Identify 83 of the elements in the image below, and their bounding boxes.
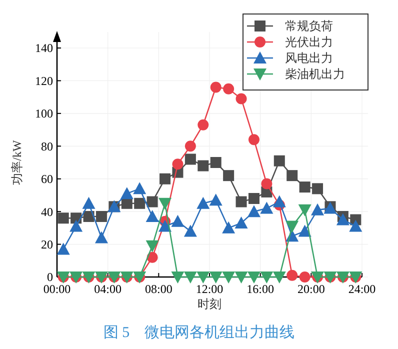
point xyxy=(184,272,197,284)
point xyxy=(146,210,159,222)
point xyxy=(171,272,184,284)
point xyxy=(260,272,274,284)
y-tick-label: 0 xyxy=(47,270,53,284)
point xyxy=(133,182,146,194)
x-tick-label: 04:00 xyxy=(94,282,122,296)
point xyxy=(261,178,272,190)
y-tick-label: 80 xyxy=(41,139,53,154)
point xyxy=(184,224,197,237)
point xyxy=(272,195,286,208)
point xyxy=(286,220,299,233)
point xyxy=(198,160,209,172)
point xyxy=(96,210,107,222)
point xyxy=(223,170,234,182)
legend-label: 常规负荷 xyxy=(285,19,333,34)
x-tick-label: 08:00 xyxy=(144,282,172,296)
point xyxy=(58,212,69,224)
point xyxy=(70,220,83,232)
point xyxy=(121,198,132,209)
y-axis-title: 功率/kW xyxy=(10,140,24,185)
point xyxy=(146,240,159,252)
point xyxy=(274,155,285,166)
point xyxy=(82,196,96,209)
point xyxy=(210,157,222,168)
point xyxy=(160,173,171,184)
x-axis-title: 时刻 xyxy=(198,297,222,311)
point xyxy=(56,242,70,255)
point xyxy=(146,252,158,263)
point xyxy=(236,93,247,104)
point xyxy=(260,202,274,214)
point xyxy=(209,272,222,284)
y-tick-label: 40 xyxy=(41,204,53,219)
y-tick-label: 20 xyxy=(41,237,53,252)
point xyxy=(172,158,184,170)
point xyxy=(272,272,286,284)
point xyxy=(158,198,172,210)
point xyxy=(171,214,184,227)
point xyxy=(196,196,210,209)
point xyxy=(247,205,260,218)
point xyxy=(311,203,324,216)
point xyxy=(210,82,222,93)
point xyxy=(223,83,234,94)
point xyxy=(286,270,298,281)
y-tick-label: 120 xyxy=(35,74,53,88)
point xyxy=(312,183,324,194)
point xyxy=(158,220,172,232)
x-tick-label: 20:00 xyxy=(297,282,325,296)
point xyxy=(298,224,312,237)
legend-label: 柴油机出力 xyxy=(285,67,345,82)
legend-label: 风电出力 xyxy=(285,51,333,66)
y-tick-label: 60 xyxy=(41,172,53,186)
y-tick-label: 140 xyxy=(35,41,53,56)
y-tick-label: 100 xyxy=(35,106,53,121)
point xyxy=(234,272,248,284)
point xyxy=(184,140,196,152)
point xyxy=(222,221,236,234)
point xyxy=(222,272,236,284)
x-tick-label: 16:00 xyxy=(246,282,274,296)
legend-label: 光伏出力 xyxy=(285,35,333,50)
point xyxy=(299,182,310,193)
point xyxy=(286,170,298,182)
text: 图 5 微电网各机组出力曲线 xyxy=(103,324,295,341)
point xyxy=(196,272,210,284)
x-tick-label: 00:00 xyxy=(43,282,71,296)
point xyxy=(120,187,134,200)
x-tick-label: 12:00 xyxy=(196,282,224,296)
point xyxy=(298,204,312,216)
x-tick-label: 24:00 xyxy=(348,282,376,296)
point xyxy=(184,154,196,165)
point xyxy=(349,220,362,232)
point xyxy=(146,196,158,208)
point xyxy=(247,272,260,284)
point xyxy=(198,119,209,130)
point xyxy=(248,134,260,146)
point xyxy=(299,272,310,282)
point xyxy=(94,231,108,244)
point xyxy=(236,196,247,208)
point xyxy=(234,216,248,229)
point xyxy=(134,198,146,209)
point xyxy=(209,194,222,206)
point xyxy=(336,213,350,226)
point xyxy=(248,192,260,204)
